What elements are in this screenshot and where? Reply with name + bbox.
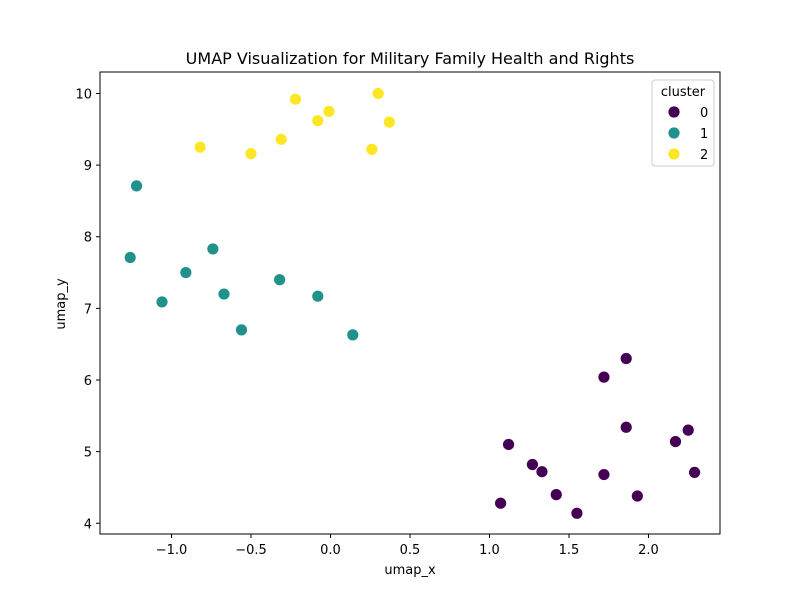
chart-title: UMAP Visualization for Military Family H… <box>186 49 635 68</box>
point-cluster-1-9 <box>346 328 360 342</box>
point-cluster-0-4 <box>549 488 563 502</box>
x-tick-label: 1.5 <box>559 543 580 558</box>
x-axis-ticks: −1.0 −0.5 0.0 0.5 1.0 1.5 2.0 <box>156 534 659 558</box>
legend-title: cluster <box>661 85 706 100</box>
y-tick-label: 7 <box>84 302 92 317</box>
point-cluster-2-4 <box>311 114 325 128</box>
point-cluster-1-2 <box>155 295 169 309</box>
legend-label-0: 0 <box>700 106 708 121</box>
point-cluster-1-6 <box>235 323 248 337</box>
x-tick-label: 0.5 <box>400 543 421 558</box>
x-axis-label: umap_x <box>384 563 436 578</box>
point-cluster-1-1 <box>130 179 143 193</box>
y-tick-label: 9 <box>84 159 92 174</box>
point-cluster-1-4 <box>206 242 220 256</box>
x-tick-label: −1.0 <box>156 543 188 558</box>
y-tick-label: 4 <box>84 517 92 532</box>
point-cluster-1-3 <box>179 266 193 279</box>
point-cluster-2-0 <box>193 140 207 154</box>
legend-marker-0 <box>667 105 681 119</box>
legend-label-1: 1 <box>700 127 708 142</box>
point-cluster-2-8 <box>382 115 396 129</box>
x-tick-label: 1.0 <box>479 543 500 558</box>
x-tick-label: 0.0 <box>320 543 341 558</box>
x-tick-label: 2.0 <box>638 543 659 558</box>
y-tick-label: 5 <box>84 446 92 461</box>
point-cluster-0-12 <box>681 423 695 437</box>
plot-frame <box>99 71 721 535</box>
legend-marker-1 <box>667 126 681 140</box>
point-cluster-0-13 <box>688 465 701 479</box>
point-cluster-2-1 <box>244 147 258 161</box>
point-cluster-1-8 <box>311 289 325 303</box>
point-cluster-0-9 <box>619 420 633 434</box>
point-cluster-0-10 <box>630 489 644 503</box>
legend: cluster 0 1 2 <box>651 79 715 167</box>
legend-label-2: 2 <box>700 148 708 163</box>
point-cluster-2-2 <box>274 132 288 146</box>
point-cluster-1-5 <box>217 287 231 301</box>
legend-box <box>651 79 715 167</box>
point-cluster-1-0 <box>123 251 137 264</box>
point-cluster-0-0 <box>494 496 508 510</box>
point-cluster-0-6 <box>597 370 611 384</box>
point-cluster-0-1 <box>502 438 515 451</box>
point-cluster-0-11 <box>669 435 682 449</box>
y-axis-label: umap_y <box>54 278 69 330</box>
point-cluster-0-7 <box>597 468 611 481</box>
y-tick-label: 8 <box>84 231 92 246</box>
point-cluster-2-3 <box>289 92 302 106</box>
point-cluster-2-7 <box>371 87 385 100</box>
point-cluster-2-6 <box>365 142 379 156</box>
y-axis-ticks: 4 5 6 7 8 9 10 <box>75 87 100 532</box>
plot-points <box>123 87 701 520</box>
point-cluster-0-8 <box>619 352 633 365</box>
x-tick-label: −0.5 <box>235 543 267 558</box>
point-cluster-2-5 <box>322 104 336 118</box>
y-tick-label: 10 <box>75 87 92 102</box>
point-cluster-1-7 <box>273 273 287 287</box>
legend-marker-2 <box>667 147 681 161</box>
y-tick-label: 6 <box>84 374 92 389</box>
point-cluster-0-5 <box>570 506 584 520</box>
point-cluster-0-2 <box>526 458 539 471</box>
point-cluster-0-3 <box>535 465 549 479</box>
